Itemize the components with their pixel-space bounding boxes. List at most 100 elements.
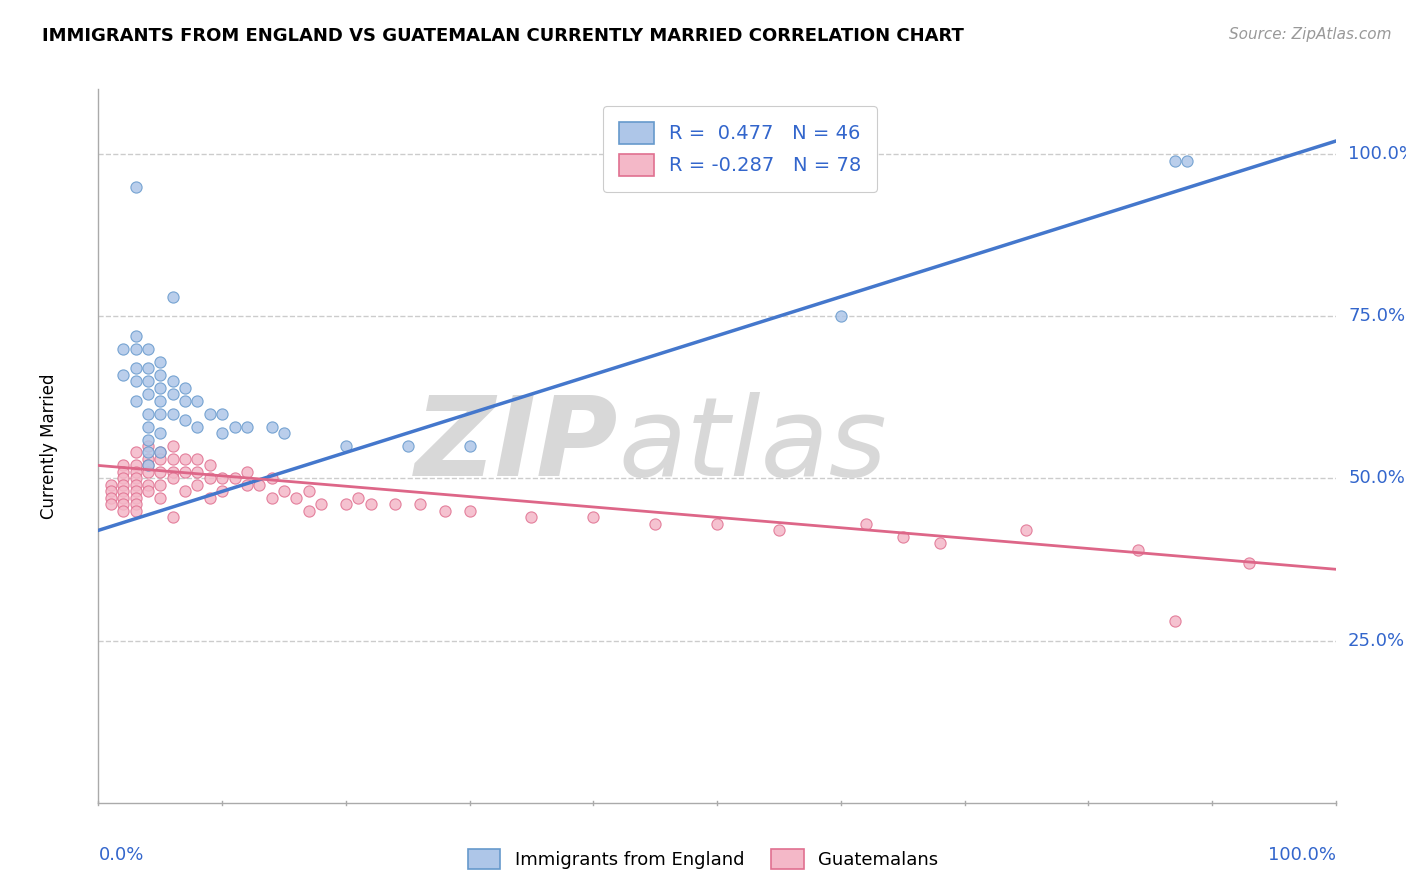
Point xyxy=(891,530,914,544)
Point xyxy=(384,497,406,511)
Point xyxy=(162,471,184,485)
Point xyxy=(136,342,159,356)
Point xyxy=(174,465,197,479)
Point xyxy=(174,484,197,499)
Point xyxy=(112,478,135,492)
Point xyxy=(1237,556,1260,570)
Point xyxy=(211,471,233,485)
Point xyxy=(124,342,146,356)
Point xyxy=(335,439,357,453)
Point xyxy=(112,458,135,473)
Point xyxy=(136,433,159,447)
Point xyxy=(520,510,543,524)
Point xyxy=(644,516,666,531)
Point xyxy=(100,478,122,492)
Point xyxy=(149,445,172,459)
Point xyxy=(112,484,135,499)
Point xyxy=(433,504,456,518)
Point xyxy=(124,491,146,505)
Point xyxy=(149,393,172,408)
Point xyxy=(149,354,172,368)
Point xyxy=(124,504,146,518)
Point xyxy=(174,452,197,467)
Point xyxy=(136,419,159,434)
Point xyxy=(136,445,159,459)
Point xyxy=(149,491,172,505)
Point xyxy=(360,497,382,511)
Point xyxy=(260,419,283,434)
Point xyxy=(273,425,295,440)
Point xyxy=(149,407,172,421)
Point xyxy=(174,393,197,408)
Legend: Immigrants from England, Guatemalans: Immigrants from England, Guatemalans xyxy=(458,839,948,879)
Point xyxy=(136,465,159,479)
Point xyxy=(162,452,184,467)
Point xyxy=(136,478,159,492)
Text: 0.0%: 0.0% xyxy=(98,846,143,863)
Point xyxy=(706,516,728,531)
Point xyxy=(186,478,208,492)
Text: 100.0%: 100.0% xyxy=(1348,145,1406,163)
Point xyxy=(124,179,146,194)
Point xyxy=(124,445,146,459)
Point xyxy=(1164,614,1187,628)
Point xyxy=(198,471,221,485)
Point xyxy=(112,368,135,382)
Point xyxy=(855,516,877,531)
Point xyxy=(112,491,135,505)
Point xyxy=(1126,542,1149,557)
Point xyxy=(1015,524,1038,538)
Point xyxy=(298,504,321,518)
Point xyxy=(186,452,208,467)
Point xyxy=(124,328,146,343)
Point xyxy=(198,491,221,505)
Point xyxy=(136,407,159,421)
Point xyxy=(100,484,122,499)
Point xyxy=(149,465,172,479)
Text: 25.0%: 25.0% xyxy=(1348,632,1405,649)
Point xyxy=(124,497,146,511)
Legend: R =  0.477   N = 46, R = -0.287   N = 78: R = 0.477 N = 46, R = -0.287 N = 78 xyxy=(603,106,877,192)
Point xyxy=(162,439,184,453)
Point xyxy=(124,478,146,492)
Text: ZIP: ZIP xyxy=(415,392,619,500)
Point xyxy=(335,497,357,511)
Point xyxy=(247,478,270,492)
Point xyxy=(224,419,246,434)
Text: 75.0%: 75.0% xyxy=(1348,307,1405,326)
Point xyxy=(112,497,135,511)
Point xyxy=(211,407,233,421)
Point xyxy=(149,452,172,467)
Point xyxy=(112,471,135,485)
Point xyxy=(582,510,605,524)
Point xyxy=(136,458,159,473)
Point xyxy=(211,425,233,440)
Point xyxy=(285,491,308,505)
Point xyxy=(198,407,221,421)
Point xyxy=(174,413,197,427)
Point xyxy=(136,452,159,467)
Point xyxy=(124,471,146,485)
Point xyxy=(124,374,146,388)
Point xyxy=(149,425,172,440)
Point xyxy=(100,497,122,511)
Point xyxy=(124,465,146,479)
Point xyxy=(198,458,221,473)
Point xyxy=(136,361,159,376)
Point xyxy=(236,478,259,492)
Point xyxy=(149,381,172,395)
Text: Currently Married: Currently Married xyxy=(39,373,58,519)
Point xyxy=(186,465,208,479)
Point xyxy=(768,524,790,538)
Point xyxy=(174,381,197,395)
Point xyxy=(136,387,159,401)
Point xyxy=(298,484,321,499)
Point xyxy=(186,419,208,434)
Point xyxy=(236,465,259,479)
Point xyxy=(224,471,246,485)
Point xyxy=(162,387,184,401)
Point xyxy=(1164,153,1187,168)
Text: 50.0%: 50.0% xyxy=(1348,469,1405,487)
Point xyxy=(136,374,159,388)
Point xyxy=(100,491,122,505)
